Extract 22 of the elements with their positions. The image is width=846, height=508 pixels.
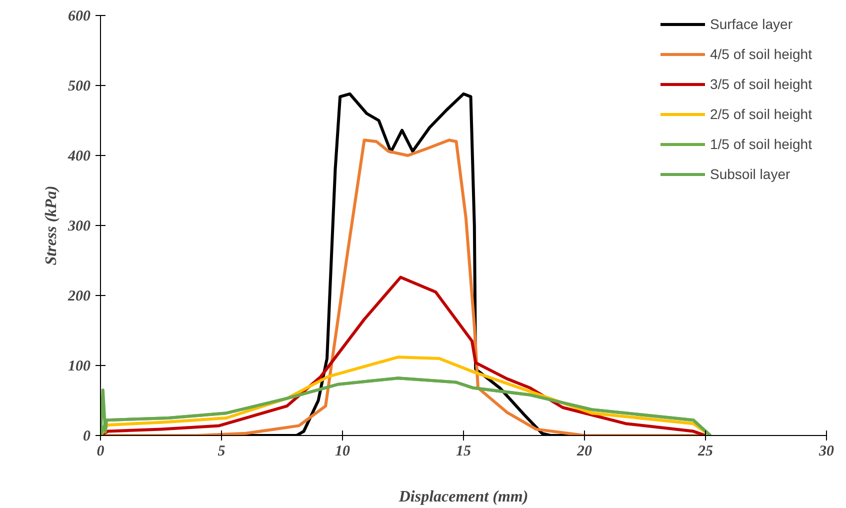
x-tick-label: 15: [456, 444, 472, 460]
y-tick-label: 0: [83, 428, 91, 444]
legend-label: 3/5 of soil height: [710, 75, 812, 94]
legend-label: Subsoil layer: [710, 165, 790, 184]
x-tick-label: 5: [218, 444, 226, 460]
x-tick-label: 0: [96, 444, 105, 460]
legend-label: 2/5 of soil height: [710, 105, 812, 124]
x-tick-label: 20: [576, 444, 592, 460]
y-tick-label: 400: [67, 148, 91, 164]
x-tick-label: 30: [818, 444, 834, 460]
x-axis-title: Displacement (mm): [398, 488, 528, 506]
legend-label: Surface layer: [710, 15, 792, 34]
y-axis-title: Stress (kPa): [43, 186, 60, 266]
y-tick-label: 600: [68, 8, 91, 24]
y-tick-label: 100: [68, 358, 91, 374]
y-tick-label: 500: [68, 78, 91, 94]
y-tick-label: 300: [67, 218, 91, 234]
x-tick-label: 25: [697, 444, 714, 460]
y-tick-label: 200: [67, 288, 91, 304]
legend-label: 4/5 of soil height: [710, 45, 812, 64]
x-tick-label: 10: [335, 444, 350, 460]
legend-label: 1/5 of soil height: [710, 135, 812, 154]
